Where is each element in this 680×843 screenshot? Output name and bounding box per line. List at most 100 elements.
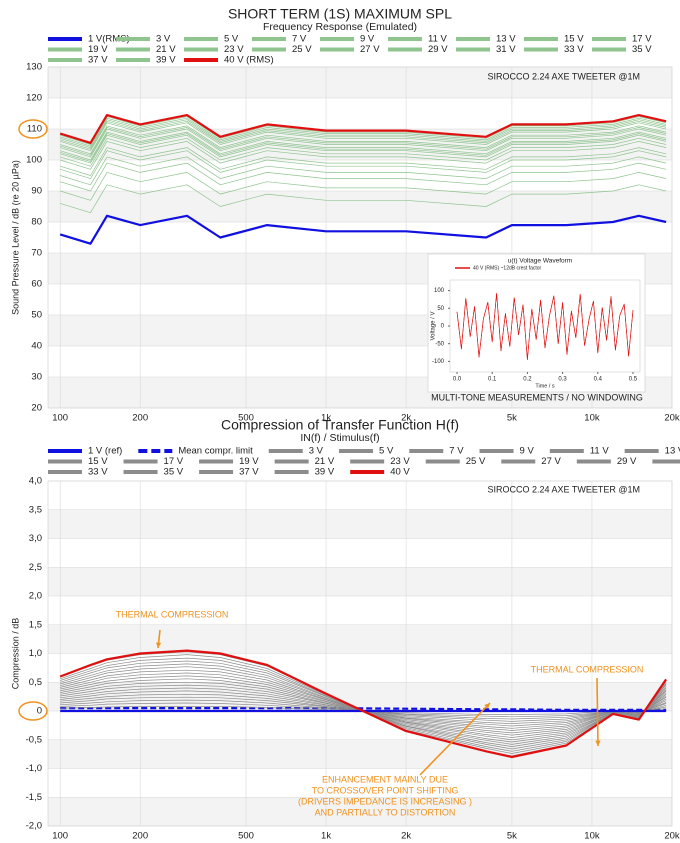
- series-line: [60, 137, 667, 167]
- x-tick-label: 10k: [584, 831, 600, 842]
- highlight: [18, 701, 48, 721]
- arrow: [419, 702, 491, 776]
- legend-label: 40 V (RMS) ~12dB crest factor: [473, 265, 542, 271]
- highlight: [18, 119, 48, 139]
- series-line: [60, 133, 667, 162]
- legend-label: 3 V: [156, 34, 171, 45]
- y-tick-label: 40: [31, 341, 42, 352]
- y-tick-label: 110: [27, 124, 42, 135]
- band: [48, 67, 672, 98]
- legend-label: 21 V: [315, 456, 335, 467]
- band: [48, 509, 672, 539]
- legend-label: 35 V: [632, 44, 652, 55]
- y-tick-label: 3,5: [29, 504, 42, 515]
- series-line: [59, 214, 667, 245]
- y-axis-label: Sound Pressure Level / dB (re 20 µPa): [10, 160, 20, 315]
- legend-label: 1 V(RMS): [88, 34, 130, 45]
- legend-label: 27 V: [541, 456, 561, 467]
- x-tick-label: 2k: [401, 831, 411, 842]
- legend-label: 37 V: [239, 467, 259, 478]
- series-line: [60, 120, 667, 150]
- arrow-head: [595, 740, 601, 746]
- x-tick-label: 1k: [321, 413, 331, 424]
- series-line: [60, 147, 667, 176]
- x-tick-label: 10k: [584, 413, 600, 424]
- legend-label: 15 V: [564, 34, 584, 45]
- x-tick-label: 0.4: [594, 377, 603, 383]
- annotation: AND PARTIALLY TO DISTORTION: [315, 807, 456, 817]
- x-tick-label: 0.5: [629, 377, 638, 383]
- annotation: THERMAL COMPRESSION: [531, 664, 644, 674]
- series-line: [60, 122, 667, 152]
- legend-label: 5 V: [379, 446, 394, 457]
- legend-label: 9 V: [520, 446, 535, 457]
- y-tick-label: -1,5: [26, 792, 42, 803]
- legend-label: 39 V: [156, 55, 176, 66]
- series-line: [59, 113, 667, 144]
- inset-title: u(t) Voltage Waveform: [508, 258, 572, 265]
- x-tick-label: 500: [238, 413, 254, 424]
- y-tick-label: 70: [31, 248, 42, 259]
- legend-label: 33 V: [564, 44, 584, 55]
- series-line: [60, 134, 667, 164]
- series-line: [60, 127, 667, 156]
- band: [48, 191, 672, 222]
- series-line: [60, 117, 667, 147]
- legend-label: 13 V: [665, 446, 680, 457]
- y-tick-label: 2,5: [29, 562, 42, 573]
- legend-label: 13 V: [496, 34, 516, 45]
- x-tick-label: 200: [132, 831, 148, 842]
- annotation: MULTI-TONE MEASUREMENTS / NO WINDOWING: [431, 392, 643, 402]
- legend-label: 27 V: [360, 44, 380, 55]
- arrow-head: [484, 703, 490, 709]
- annotation: SIROCCO 2.24 AXE TWEETER @1M: [487, 484, 640, 494]
- x-tick-label: 0.3: [558, 377, 567, 383]
- legend-label: 19 V: [239, 456, 259, 467]
- chart-subtitle: Frequency Response (Emulated): [263, 21, 417, 33]
- annotation: SIROCCO 2.24 AXE TWEETER @1M: [487, 71, 640, 81]
- legend-label: 40 V: [390, 467, 410, 478]
- legend-label: 19 V: [88, 44, 108, 55]
- y-axis-label: Compression / dB: [10, 618, 20, 690]
- series-line: [60, 141, 667, 170]
- y-tick-label: 50: [31, 310, 42, 321]
- legend-label: Mean compr. limit: [178, 446, 253, 457]
- legend-label: 29 V: [617, 456, 637, 467]
- legend-label: 33 V: [88, 467, 108, 478]
- annotation: (DRIVERS IMPEDANCE IS INCREASING ): [298, 796, 472, 806]
- x-tick-label: 0.0: [453, 377, 462, 383]
- legend-label: 39 V: [315, 467, 335, 478]
- legend-label: 17 V: [164, 456, 184, 467]
- series-line: [60, 116, 667, 145]
- y-tick-label: 4,0: [29, 476, 42, 487]
- legend-label: 37 V: [88, 55, 108, 66]
- chart-subtitle: IN(f) / Stimulus(f): [300, 432, 379, 444]
- annotation: TO CROSSOVER POINT SHIFTING: [312, 785, 459, 795]
- legend-label: 9 V: [360, 34, 375, 45]
- x-tick-label: 5k: [507, 831, 517, 842]
- band: [48, 797, 672, 826]
- band: [48, 739, 672, 769]
- y-tick-label: 0,5: [29, 677, 42, 688]
- y-tick-label: 2,0: [29, 591, 42, 602]
- series-line: [60, 162, 667, 192]
- y-tick-label: 130: [26, 62, 42, 73]
- legend-label: 7 V: [449, 446, 464, 457]
- x-tick-label: 2k: [401, 413, 411, 424]
- y-tick-label: 0: [441, 324, 445, 330]
- y-tick-label: 100: [434, 288, 445, 294]
- y-tick-label: -0,5: [26, 734, 42, 745]
- y-tick-label: 90: [31, 186, 42, 197]
- legend-label: 15 V: [88, 456, 108, 467]
- y-tick-label: 80: [31, 217, 42, 228]
- legend-label: 11 V: [590, 446, 610, 457]
- y-tick-label: 20: [31, 403, 42, 414]
- x-tick-label: 5k: [507, 413, 517, 424]
- legend-label: 5 V: [224, 34, 239, 45]
- x-tick-label: 1k: [321, 831, 331, 842]
- series-line: [60, 172, 667, 201]
- x-tick-label: 0.2: [523, 377, 532, 383]
- series-line: [60, 184, 667, 214]
